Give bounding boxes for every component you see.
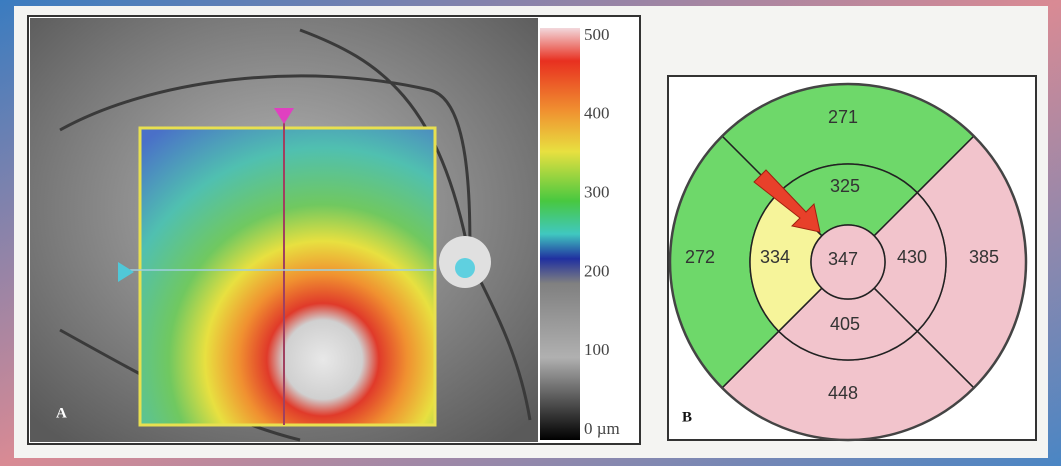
scale-label: 500 bbox=[584, 25, 610, 44]
outer-ring bbox=[668, 82, 1028, 442]
scale-label: 0 µm bbox=[584, 419, 620, 438]
marker-left bbox=[118, 262, 134, 282]
center-sector bbox=[810, 224, 886, 300]
scale-label: 200 bbox=[584, 261, 610, 280]
optic-cup bbox=[455, 258, 475, 278]
panel-label: A bbox=[56, 405, 67, 421]
outer-nasal: 385 bbox=[969, 247, 999, 267]
color-scale: 500 400 300 200 100 0 µm bbox=[584, 25, 620, 438]
scale-label: 300 bbox=[584, 183, 610, 202]
panel-b: 271 272 385 448 325 334 430 405 347 B bbox=[667, 75, 1037, 442]
vessels bbox=[59, 28, 532, 442]
inner-superior: 325 bbox=[830, 176, 860, 196]
scale-label: 100 bbox=[584, 340, 610, 359]
marker-top bbox=[274, 108, 294, 124]
inner-nasal: 430 bbox=[897, 247, 927, 267]
panel-label: B bbox=[682, 409, 692, 425]
etdrs-grid bbox=[668, 82, 1028, 442]
scale-label: 400 bbox=[584, 104, 610, 123]
thickness-map bbox=[138, 126, 437, 427]
panel-a: A 500 400 300 200 100 0 µm bbox=[27, 15, 641, 445]
outer-temporal: 272 bbox=[685, 247, 715, 267]
color-bar bbox=[540, 28, 580, 440]
inner-inferior: 405 bbox=[830, 314, 860, 334]
arrow bbox=[753, 169, 821, 233]
inner-temporal: 334 bbox=[760, 247, 790, 267]
outer-superior: 271 bbox=[828, 107, 858, 127]
outer-inferior: 448 bbox=[828, 383, 858, 403]
center: 347 bbox=[828, 249, 858, 269]
